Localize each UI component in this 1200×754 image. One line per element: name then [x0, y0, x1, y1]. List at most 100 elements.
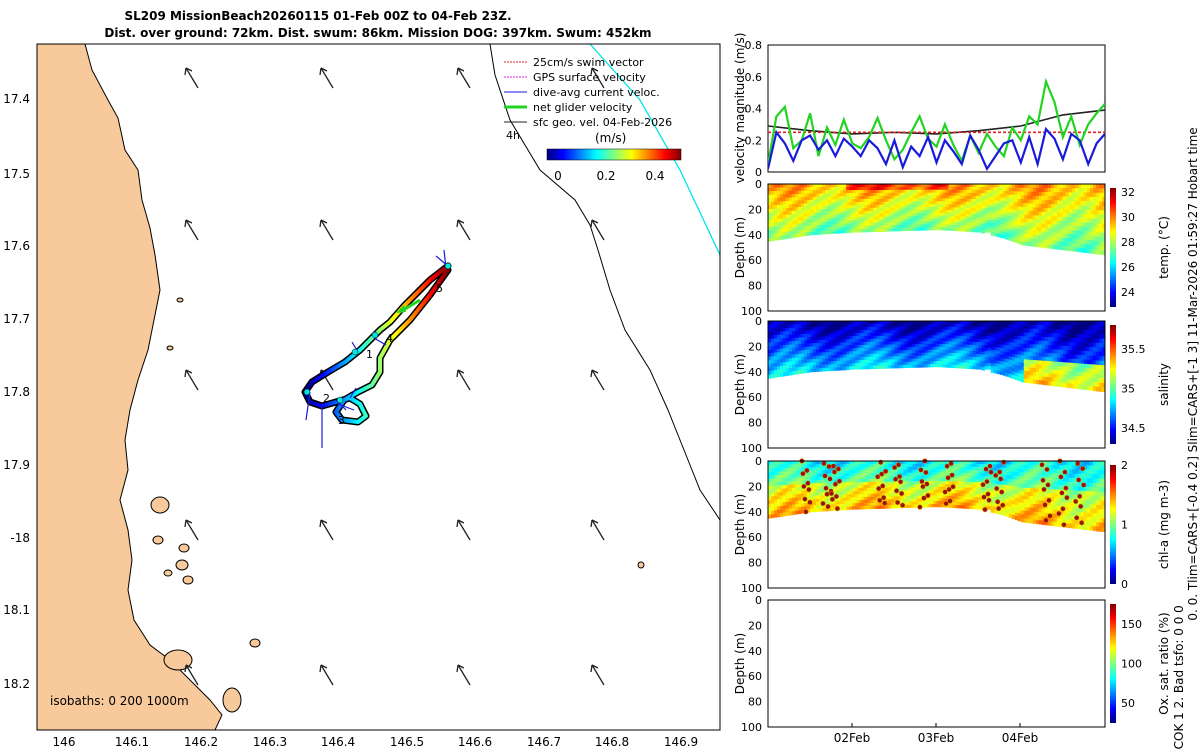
section-cell	[1072, 342, 1075, 347]
section-cell	[855, 339, 858, 342]
section-cell	[1081, 351, 1084, 356]
section-cell	[777, 233, 780, 237]
section-cell	[912, 187, 915, 190]
section-cell	[940, 204, 943, 207]
section-cell	[894, 362, 897, 365]
section-cell	[786, 498, 789, 502]
section-cell	[1093, 378, 1096, 383]
section-cell	[867, 485, 870, 488]
section-cell	[801, 213, 804, 217]
section-cell	[867, 470, 870, 473]
section-cell	[807, 331, 810, 335]
section-cell	[864, 202, 867, 205]
section-cell	[994, 191, 997, 195]
section-cell	[861, 467, 864, 470]
section-cell	[1036, 200, 1039, 204]
section-cell	[855, 503, 858, 506]
section-cell	[777, 363, 780, 367]
section-cell	[768, 371, 771, 375]
section-cell	[879, 187, 882, 190]
section-cell	[792, 488, 795, 492]
section-cell	[918, 473, 921, 476]
section-cell	[967, 467, 970, 470]
section-cell	[964, 348, 967, 351]
section-cell	[774, 510, 777, 514]
colorbar-tick: 28	[1121, 236, 1135, 249]
section-cell	[819, 321, 822, 325]
section-cell	[771, 184, 774, 188]
section-cell	[912, 350, 915, 353]
section-cell	[922, 344, 925, 347]
section-cell	[828, 343, 831, 347]
section-cell	[985, 354, 988, 357]
section-cell	[988, 366, 991, 369]
section-cell	[882, 211, 885, 214]
section-cell	[988, 217, 991, 220]
section-cell	[982, 367, 985, 371]
section-cell	[777, 492, 780, 496]
section-cell	[1099, 210, 1102, 215]
section-cell	[1099, 356, 1102, 361]
section-cell	[1054, 208, 1057, 213]
section-cell	[970, 479, 973, 482]
section-cell	[771, 191, 774, 195]
section-cell	[771, 188, 774, 192]
section-cell	[949, 470, 952, 473]
section-cell	[1033, 376, 1036, 380]
section-cell	[777, 349, 780, 353]
section-cell	[973, 354, 976, 357]
lat-tick: 17.6	[3, 239, 30, 253]
section-cell	[909, 196, 912, 199]
section-cell	[958, 347, 961, 350]
section-cell	[786, 331, 789, 335]
section-cell	[1099, 387, 1102, 392]
section-cell	[810, 477, 813, 481]
section-cell	[900, 222, 903, 225]
section-cell	[973, 205, 976, 208]
section-cell	[915, 476, 918, 479]
section-cell	[1045, 329, 1048, 333]
section-cell	[810, 184, 813, 188]
section-cell	[1066, 329, 1069, 334]
section-cell	[943, 224, 946, 227]
section-cell	[994, 204, 997, 208]
section-cell	[961, 502, 964, 505]
section-cell	[870, 360, 873, 363]
section-cell	[1027, 226, 1030, 230]
section-cell	[958, 350, 961, 353]
section-cell	[958, 362, 961, 365]
section-cell	[928, 330, 931, 333]
section-cell	[867, 208, 870, 211]
section-cell	[1018, 188, 1021, 192]
section-cell	[997, 230, 1000, 234]
section-cell	[912, 502, 915, 505]
section-cell	[891, 190, 894, 193]
section-cell	[985, 187, 988, 190]
section-cell	[1084, 334, 1087, 339]
section-cell	[1087, 244, 1090, 249]
section-cell	[1084, 223, 1087, 228]
section-cell	[1093, 210, 1096, 215]
section-cell	[858, 202, 861, 205]
section-cell	[822, 508, 825, 512]
section-cell	[1000, 228, 1003, 232]
section-cell	[915, 359, 918, 362]
section-cell	[943, 335, 946, 338]
section-cell	[1093, 382, 1096, 387]
section-cell	[774, 486, 777, 490]
section-cell	[879, 348, 882, 351]
section-cell	[861, 351, 864, 354]
section-cell	[861, 184, 864, 187]
section-cell	[834, 224, 837, 228]
section-cell	[840, 461, 843, 465]
section-cell	[1066, 338, 1069, 343]
speed-tick: 0	[554, 169, 562, 183]
section-cell	[1021, 237, 1024, 241]
section-cell	[795, 507, 798, 511]
section-cell	[961, 336, 964, 339]
section-cell	[861, 196, 864, 199]
section-cell	[940, 335, 943, 338]
section-cell	[873, 363, 876, 366]
section-cell	[1024, 363, 1027, 367]
section-cell	[903, 470, 906, 473]
